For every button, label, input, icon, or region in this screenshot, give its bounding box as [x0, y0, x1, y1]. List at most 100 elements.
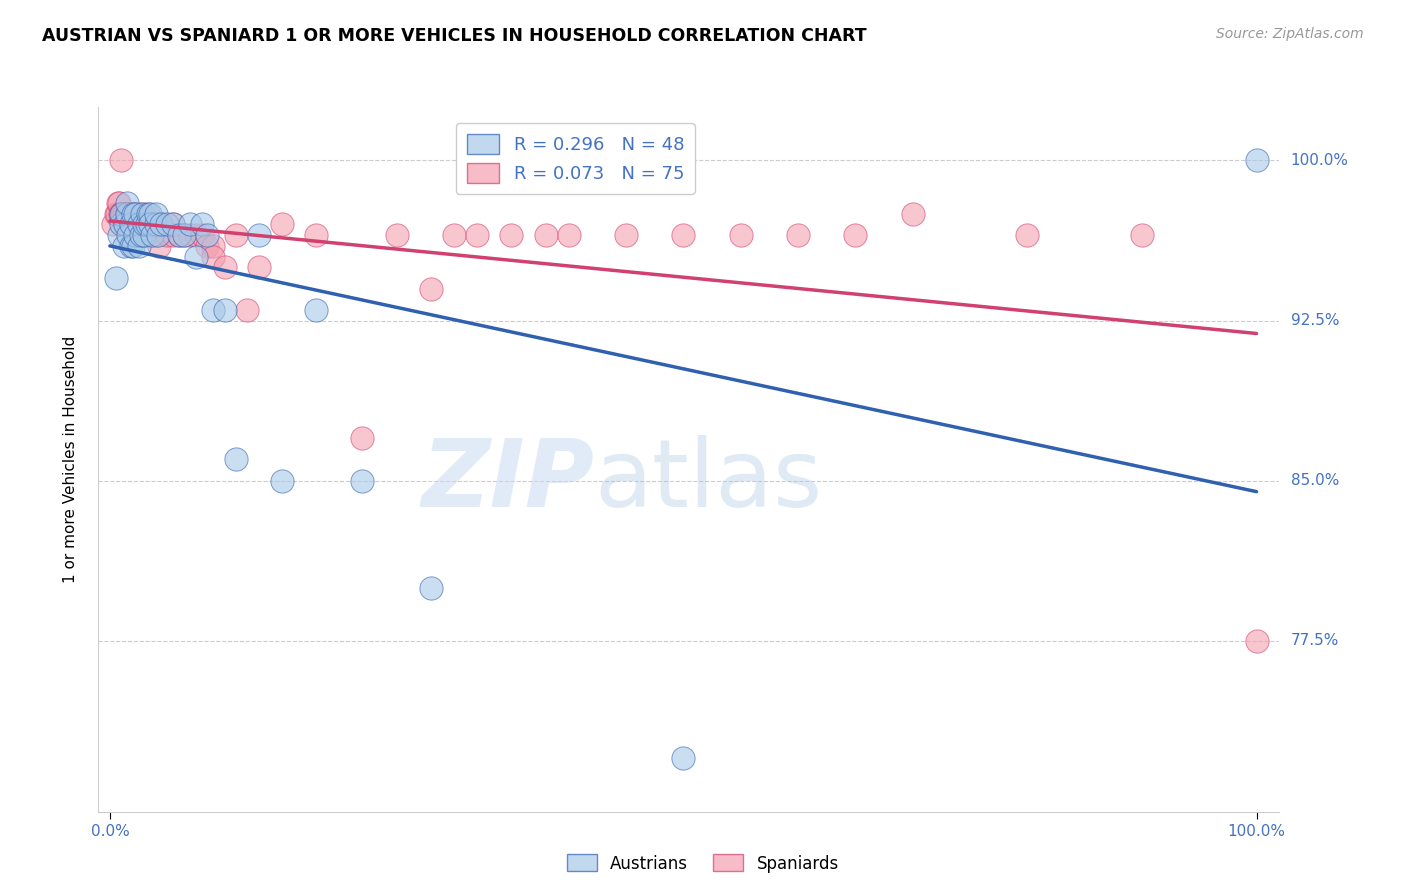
- Point: [1246, 633, 1268, 648]
- Point: [247, 260, 270, 275]
- Point: [1246, 153, 1268, 168]
- Point: [179, 228, 201, 243]
- Text: ZIP: ZIP: [422, 434, 595, 526]
- Point: [139, 207, 162, 221]
- Point: [557, 228, 579, 243]
- Point: [672, 751, 695, 765]
- Point: [134, 218, 156, 232]
- Point: [124, 207, 146, 221]
- Point: [136, 218, 159, 232]
- Point: [134, 218, 156, 232]
- Point: [202, 239, 225, 253]
- Point: [127, 218, 149, 232]
- Point: [108, 207, 131, 221]
- Point: [121, 239, 143, 253]
- Point: [131, 228, 153, 243]
- Point: [120, 207, 142, 221]
- Point: [131, 207, 153, 221]
- Point: [167, 228, 190, 243]
- Point: [124, 218, 146, 232]
- Point: [115, 196, 138, 211]
- Point: [115, 207, 138, 221]
- Point: [117, 228, 139, 243]
- Point: [145, 218, 167, 232]
- Point: [195, 239, 218, 253]
- Point: [214, 302, 236, 317]
- Point: [108, 228, 131, 243]
- Point: [534, 228, 557, 243]
- Text: 77.5%: 77.5%: [1291, 633, 1339, 648]
- Point: [111, 207, 134, 221]
- Point: [114, 218, 136, 232]
- Point: [1017, 228, 1039, 243]
- Point: [179, 218, 201, 232]
- Point: [118, 207, 141, 221]
- Point: [385, 228, 408, 243]
- Point: [112, 207, 135, 221]
- Point: [730, 228, 752, 243]
- Point: [162, 218, 184, 232]
- Point: [117, 207, 139, 221]
- Point: [135, 228, 157, 243]
- Point: [162, 218, 184, 232]
- Point: [150, 218, 173, 232]
- Point: [305, 228, 328, 243]
- Point: [443, 228, 465, 243]
- Point: [125, 228, 148, 243]
- Point: [128, 218, 150, 232]
- Point: [129, 228, 152, 243]
- Point: [115, 207, 138, 221]
- Point: [112, 218, 135, 232]
- Text: AUSTRIAN VS SPANIARD 1 OR MORE VEHICLES IN HOUSEHOLD CORRELATION CHART: AUSTRIAN VS SPANIARD 1 OR MORE VEHICLES …: [42, 27, 868, 45]
- Point: [305, 302, 328, 317]
- Point: [117, 218, 139, 232]
- Point: [115, 207, 138, 221]
- Point: [148, 239, 170, 253]
- Point: [214, 260, 236, 275]
- Text: atlas: atlas: [595, 434, 823, 526]
- Point: [184, 250, 207, 264]
- Point: [420, 581, 443, 595]
- Point: [614, 228, 637, 243]
- Point: [352, 431, 374, 445]
- Point: [108, 196, 131, 211]
- Point: [672, 228, 695, 243]
- Point: [173, 228, 195, 243]
- Point: [110, 207, 132, 221]
- Point: [139, 228, 162, 243]
- Point: [128, 228, 150, 243]
- Point: [104, 207, 127, 221]
- Point: [225, 452, 247, 467]
- Point: [150, 218, 173, 232]
- Point: [141, 228, 163, 243]
- Point: [105, 207, 128, 221]
- Point: [134, 228, 156, 243]
- Point: [202, 250, 225, 264]
- Point: [121, 207, 143, 221]
- Point: [134, 207, 156, 221]
- Point: [141, 218, 163, 232]
- Point: [146, 228, 169, 243]
- Point: [110, 218, 132, 232]
- Point: [844, 228, 866, 243]
- Legend: Austrians, Spaniards: Austrians, Spaniards: [561, 847, 845, 880]
- Point: [225, 228, 247, 243]
- Point: [173, 228, 195, 243]
- Point: [128, 239, 150, 253]
- Point: [107, 196, 129, 211]
- Point: [135, 218, 157, 232]
- Point: [120, 239, 142, 253]
- Point: [103, 218, 125, 232]
- Text: 92.5%: 92.5%: [1291, 313, 1339, 328]
- Point: [465, 228, 488, 243]
- Point: [786, 228, 808, 243]
- Point: [352, 474, 374, 488]
- Point: [146, 218, 169, 232]
- Point: [501, 228, 523, 243]
- Point: [247, 228, 270, 243]
- Legend: R = 0.296   N = 48, R = 0.073   N = 75: R = 0.296 N = 48, R = 0.073 N = 75: [456, 123, 695, 194]
- Point: [136, 207, 159, 221]
- Point: [236, 302, 259, 317]
- Point: [104, 271, 127, 285]
- Point: [110, 153, 132, 168]
